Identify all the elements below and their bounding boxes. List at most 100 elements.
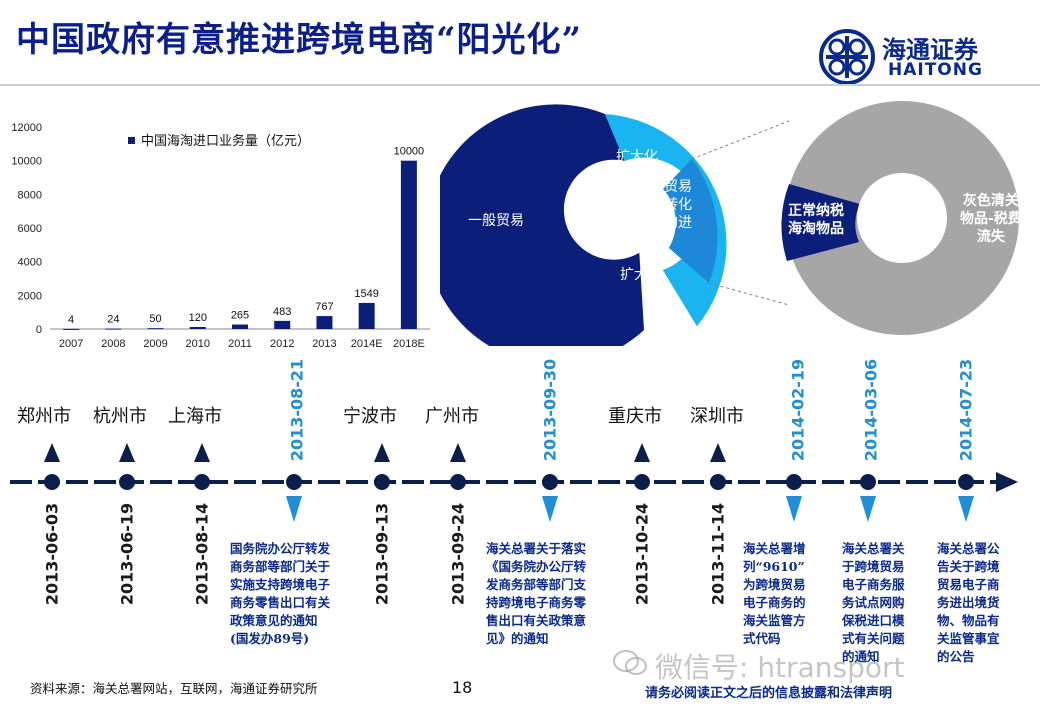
expand-top-label: 扩大化: [616, 149, 658, 165]
y-tick-label: 4000: [18, 257, 42, 269]
connector-bottom: [708, 282, 790, 306]
y-tick-label: 2000: [18, 290, 42, 302]
x-tick-label: 2007: [59, 338, 83, 350]
note-4-line: 海关总署关: [842, 541, 905, 556]
y-tick-label: 6000: [18, 223, 42, 235]
note-5-line: 物、物品有: [937, 613, 1000, 628]
city-dot-hangzhou: [119, 474, 135, 490]
x-tick-label: 2010: [186, 338, 210, 350]
note-4-line: 电子商务服: [842, 577, 905, 592]
policy-marker-5: [958, 496, 974, 522]
policy-date-5: 2014-07-23: [956, 358, 976, 462]
bar-data-label: 767: [315, 301, 333, 313]
note-2-line: 售出口有关政策意: [486, 613, 587, 628]
bar-data-label: 1549: [354, 288, 378, 300]
right-donut-hole: [857, 173, 947, 263]
gray-line-3: 流失: [976, 229, 1005, 245]
bar-data-label: 10000: [394, 146, 425, 158]
bar: [358, 302, 375, 329]
city-dot-shanghai: [194, 474, 210, 490]
haitong-logo: 海通证券 HAITONG: [818, 28, 1028, 88]
legend-swatch: [128, 137, 135, 144]
city-hangzhou: 杭州市: [93, 406, 147, 427]
x-tick-label: 2012: [270, 338, 294, 350]
note-3-line: 式代码: [743, 631, 781, 646]
x-tick-label: 2009: [143, 338, 167, 350]
y-tick-label: 0: [36, 324, 42, 336]
policy-date-1: 2013-08-21: [287, 358, 307, 462]
y-tick-label: 8000: [18, 189, 42, 201]
bar-data-label: 4: [68, 314, 74, 326]
bar: [63, 328, 80, 330]
note-5-line: 务进出境货: [937, 595, 1000, 610]
note-1-line: 政策意见的通知: [230, 613, 318, 628]
city-date-chongqing: 2013-10-24: [632, 502, 652, 606]
city-marker-shenzhen: [710, 443, 726, 462]
policy-date-4: 2014-03-06: [861, 358, 881, 462]
bar-data-label: 265: [231, 310, 249, 322]
policy-note-4: 海关总署关 于跨境贸易 电子商务服 务试点网购 保税进口模 式有关问题 的通知: [842, 540, 905, 666]
city-marker-guangzhou: [450, 443, 466, 462]
import-volume-bar-chart: 0 2000 4000 6000 8000 10000 12000 4 2007 24 2008 50…: [11, 122, 430, 350]
note-4-line: 式有关问题: [842, 631, 905, 646]
transform-line-4: 口: [657, 233, 671, 249]
note-2-line: 《国务院办公厅转: [486, 559, 587, 574]
city-marker-ningbo: [374, 443, 390, 462]
legend-label: 中国海淘进口业务量（亿元）: [141, 133, 310, 149]
city-chongqing: 重庆市: [608, 406, 662, 427]
note-5-line: 关监管事宜: [937, 631, 1000, 646]
transform-line-3: 为海淘进: [636, 215, 692, 231]
note-5-line: 告关于跨境: [937, 559, 1000, 574]
city-marker-zhengzhou: [44, 443, 60, 462]
note-1-line: 国务院办公厅转发: [230, 541, 331, 556]
city-zhengzhou: 郑州市: [17, 406, 71, 427]
note-4-line: 的通知: [842, 649, 880, 664]
bar: [316, 316, 333, 329]
transform-label: 一般贸易 进口转化 为海淘进 口: [636, 178, 692, 250]
note-3-line: 列“9610”: [743, 559, 805, 574]
policy-date-3: 2014-02-19: [788, 358, 808, 462]
city-guangzhou: 广州市: [425, 406, 479, 427]
city-date-shenzhen: 2013-11-14: [708, 502, 728, 606]
policy-marker-1: [286, 496, 302, 522]
city-marker-hangzhou: [119, 443, 135, 462]
bar: [274, 320, 291, 329]
formal-line-2: 海淘物品: [788, 221, 844, 237]
policy-dot-5: [958, 474, 974, 490]
logo-chinese-name: 海通证券: [882, 35, 978, 64]
note-4-line: 于跨境贸易: [842, 559, 905, 574]
policy-note-1: 国务院办公厅转发 商务部等部门关于 实施支持跨境电子 商务零售出口有关 政策意见…: [230, 540, 330, 648]
note-5-line: 贸易电子商: [937, 577, 1000, 592]
title-divider: [0, 84, 1040, 86]
policy-marker-2: [542, 496, 558, 522]
policy-dot-3: [786, 474, 802, 490]
trade-pie-diagram: [440, 101, 1019, 346]
policy-date-2: 2013-09-30: [540, 358, 560, 462]
note-3-line: 为跨境贸易: [743, 577, 806, 592]
policy-note-5: 海关总署公 告关于跨境 贸易电子商 务进出境货 物、物品有 关监管事宜 的公告: [937, 540, 1000, 666]
gray-clearance-label: 灰色清关 物品-税费 流失: [960, 192, 1022, 246]
city-date-ningbo: 2013-09-13: [372, 502, 392, 606]
city-date-guangzhou: 2013-09-24: [448, 502, 468, 606]
note-2-line: 海关总署关于落实: [486, 541, 587, 556]
bar: [147, 328, 164, 330]
city-date-zhengzhou: 2013-06-03: [42, 502, 62, 606]
gray-line-2: 物品-税费: [960, 211, 1022, 227]
policy-dot-2: [542, 474, 558, 490]
note-5-line: 海关总署公: [937, 541, 1000, 556]
policy-note-3: 海关总署增 列“9610” 为跨境贸易 电子商务的 海关监管方 式代码: [743, 540, 806, 648]
note-1-line: (国发办89号): [230, 631, 310, 646]
x-tick-label: 2011: [228, 338, 252, 350]
note-1-line: 商务零售出口有关: [230, 595, 331, 610]
x-tick-label: 2014E: [351, 338, 383, 350]
logo-english-name: HAITONG: [888, 60, 983, 80]
bar: [400, 160, 417, 329]
transform-line-1: 一般贸易: [636, 179, 692, 195]
bar-data-label: 483: [273, 306, 291, 318]
legal-disclaimer: 请务必阅读正文之后的信息披露和法律声明: [645, 686, 893, 701]
bar: [232, 324, 248, 329]
city-dot-ningbo: [374, 474, 390, 490]
city-dot-shenzhen: [710, 474, 726, 490]
note-2-line: 见》的通知: [486, 631, 549, 646]
formal-tax-label: 正常纳税 海淘物品: [788, 202, 844, 238]
